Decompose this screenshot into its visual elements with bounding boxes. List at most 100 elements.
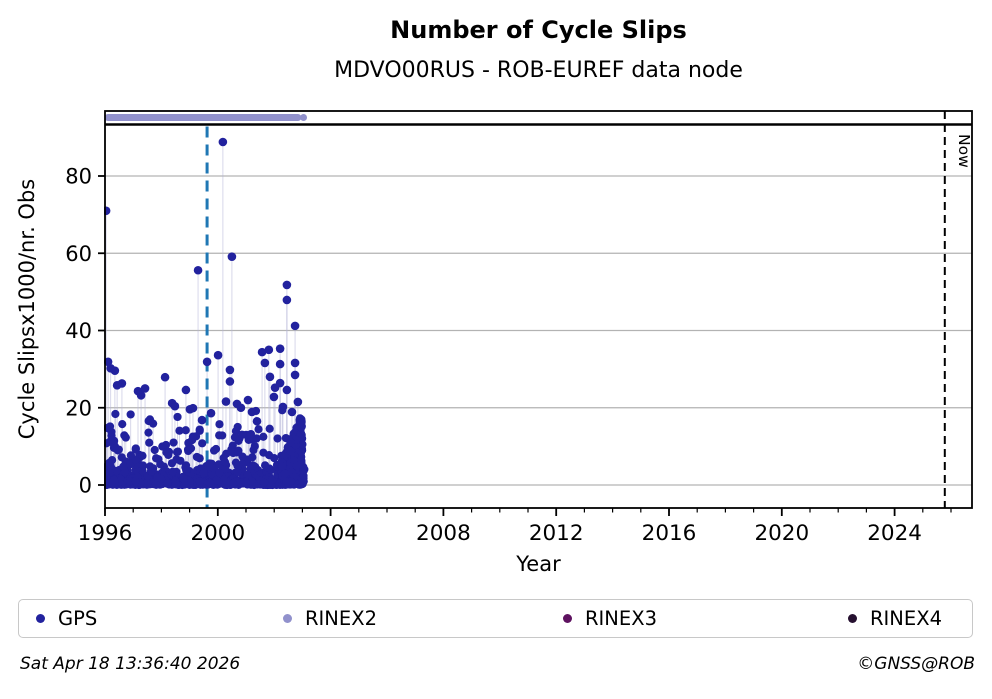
peak-point — [264, 345, 274, 355]
data-point — [299, 471, 308, 481]
data-point — [105, 468, 114, 477]
peak-point — [282, 385, 292, 395]
x-tick-label: 2008 — [416, 521, 471, 546]
peak-point — [269, 392, 279, 402]
rinex2-marker-icon — [283, 614, 292, 623]
data-point — [273, 434, 282, 443]
peak-point — [213, 350, 223, 360]
stems-group — [105, 142, 305, 485]
data-point — [138, 461, 148, 470]
peak-point — [188, 403, 198, 413]
data-point — [286, 477, 296, 486]
data-point — [150, 445, 159, 455]
x-tick-label: 2024 — [867, 521, 922, 546]
copyright-credit: ©GNSS@ROB — [857, 654, 975, 674]
data-point — [298, 440, 307, 449]
data-point — [260, 461, 270, 470]
x-tick-label: 2000 — [190, 521, 245, 546]
data-point — [219, 453, 228, 463]
y-tick-label: 20 — [65, 396, 92, 420]
data-point — [259, 432, 268, 441]
points-group — [104, 137, 309, 490]
data-point — [297, 423, 306, 432]
data-point — [180, 480, 189, 489]
data-point — [268, 475, 277, 485]
peak-point — [227, 252, 237, 262]
peak-point — [275, 344, 285, 353]
data-point — [172, 455, 181, 464]
data-point — [199, 468, 208, 478]
now-label: Now — [955, 134, 973, 168]
peak-point — [104, 357, 113, 367]
data-point — [151, 480, 161, 489]
data-point — [158, 442, 167, 451]
data-point — [234, 436, 243, 445]
data-point — [237, 430, 247, 439]
chart-subtitle: MDVO00RUS - ROB-EUREF data node — [334, 58, 743, 83]
peak-point — [193, 265, 203, 275]
data-point — [246, 429, 256, 439]
data-point — [131, 445, 140, 454]
data-point — [233, 467, 242, 477]
rinex2-availability-dot — [300, 114, 308, 121]
data-point — [113, 446, 122, 455]
data-point — [215, 468, 224, 477]
data-point — [111, 409, 120, 419]
y-tick-label: 80 — [65, 165, 92, 189]
data-point — [121, 433, 130, 442]
peak-point — [206, 408, 216, 418]
y-tick-label: 60 — [65, 242, 92, 266]
legend-item-rinex3: RINEX3 — [563, 600, 657, 637]
data-point — [292, 461, 302, 471]
data-point — [106, 437, 115, 446]
legend-item-rinex4: RINEX4 — [848, 600, 942, 637]
data-point — [205, 459, 214, 468]
data-point — [144, 428, 153, 437]
peak-point — [225, 365, 235, 375]
data-point — [265, 424, 274, 433]
peak-point — [136, 391, 146, 400]
peak-point — [117, 379, 127, 388]
legend-label: RINEX4 — [870, 607, 942, 630]
data-point — [126, 410, 135, 419]
data-point — [233, 422, 242, 432]
peak-point — [252, 416, 262, 426]
peak-point — [160, 372, 170, 382]
plot-border — [104, 110, 973, 509]
data-point — [286, 446, 295, 456]
data-point — [254, 425, 263, 434]
peak-point — [290, 321, 300, 331]
data-point — [151, 454, 161, 463]
data-point — [228, 479, 238, 488]
peak-point — [265, 372, 275, 382]
x-tick-label: 2012 — [529, 521, 584, 546]
peak-point — [290, 358, 300, 368]
data-point — [249, 461, 258, 470]
rinex4-marker-icon — [848, 614, 857, 623]
peak-point — [293, 397, 303, 407]
data-point — [234, 446, 243, 455]
data-point — [188, 432, 198, 441]
x-tick-label: 1996 — [78, 521, 133, 546]
data-point — [112, 466, 121, 476]
peak-point — [170, 401, 180, 411]
data-point — [259, 478, 268, 487]
data-point — [118, 419, 127, 429]
data-point — [184, 446, 193, 456]
peak-point — [218, 137, 228, 147]
rinex3-marker-icon — [563, 614, 572, 623]
legend-label: RINEX3 — [585, 607, 657, 630]
chart-title: Number of Cycle Slips — [390, 16, 687, 44]
peak-point — [197, 415, 207, 425]
peak-point — [257, 347, 267, 357]
data-point — [249, 445, 258, 455]
data-point — [241, 478, 250, 487]
data-point — [221, 479, 230, 489]
data-point — [218, 431, 227, 440]
peak-point — [140, 384, 150, 393]
x-tick-label: 2020 — [754, 521, 809, 546]
peak-point — [282, 295, 292, 305]
data-point — [192, 452, 201, 462]
data-point — [149, 419, 158, 428]
